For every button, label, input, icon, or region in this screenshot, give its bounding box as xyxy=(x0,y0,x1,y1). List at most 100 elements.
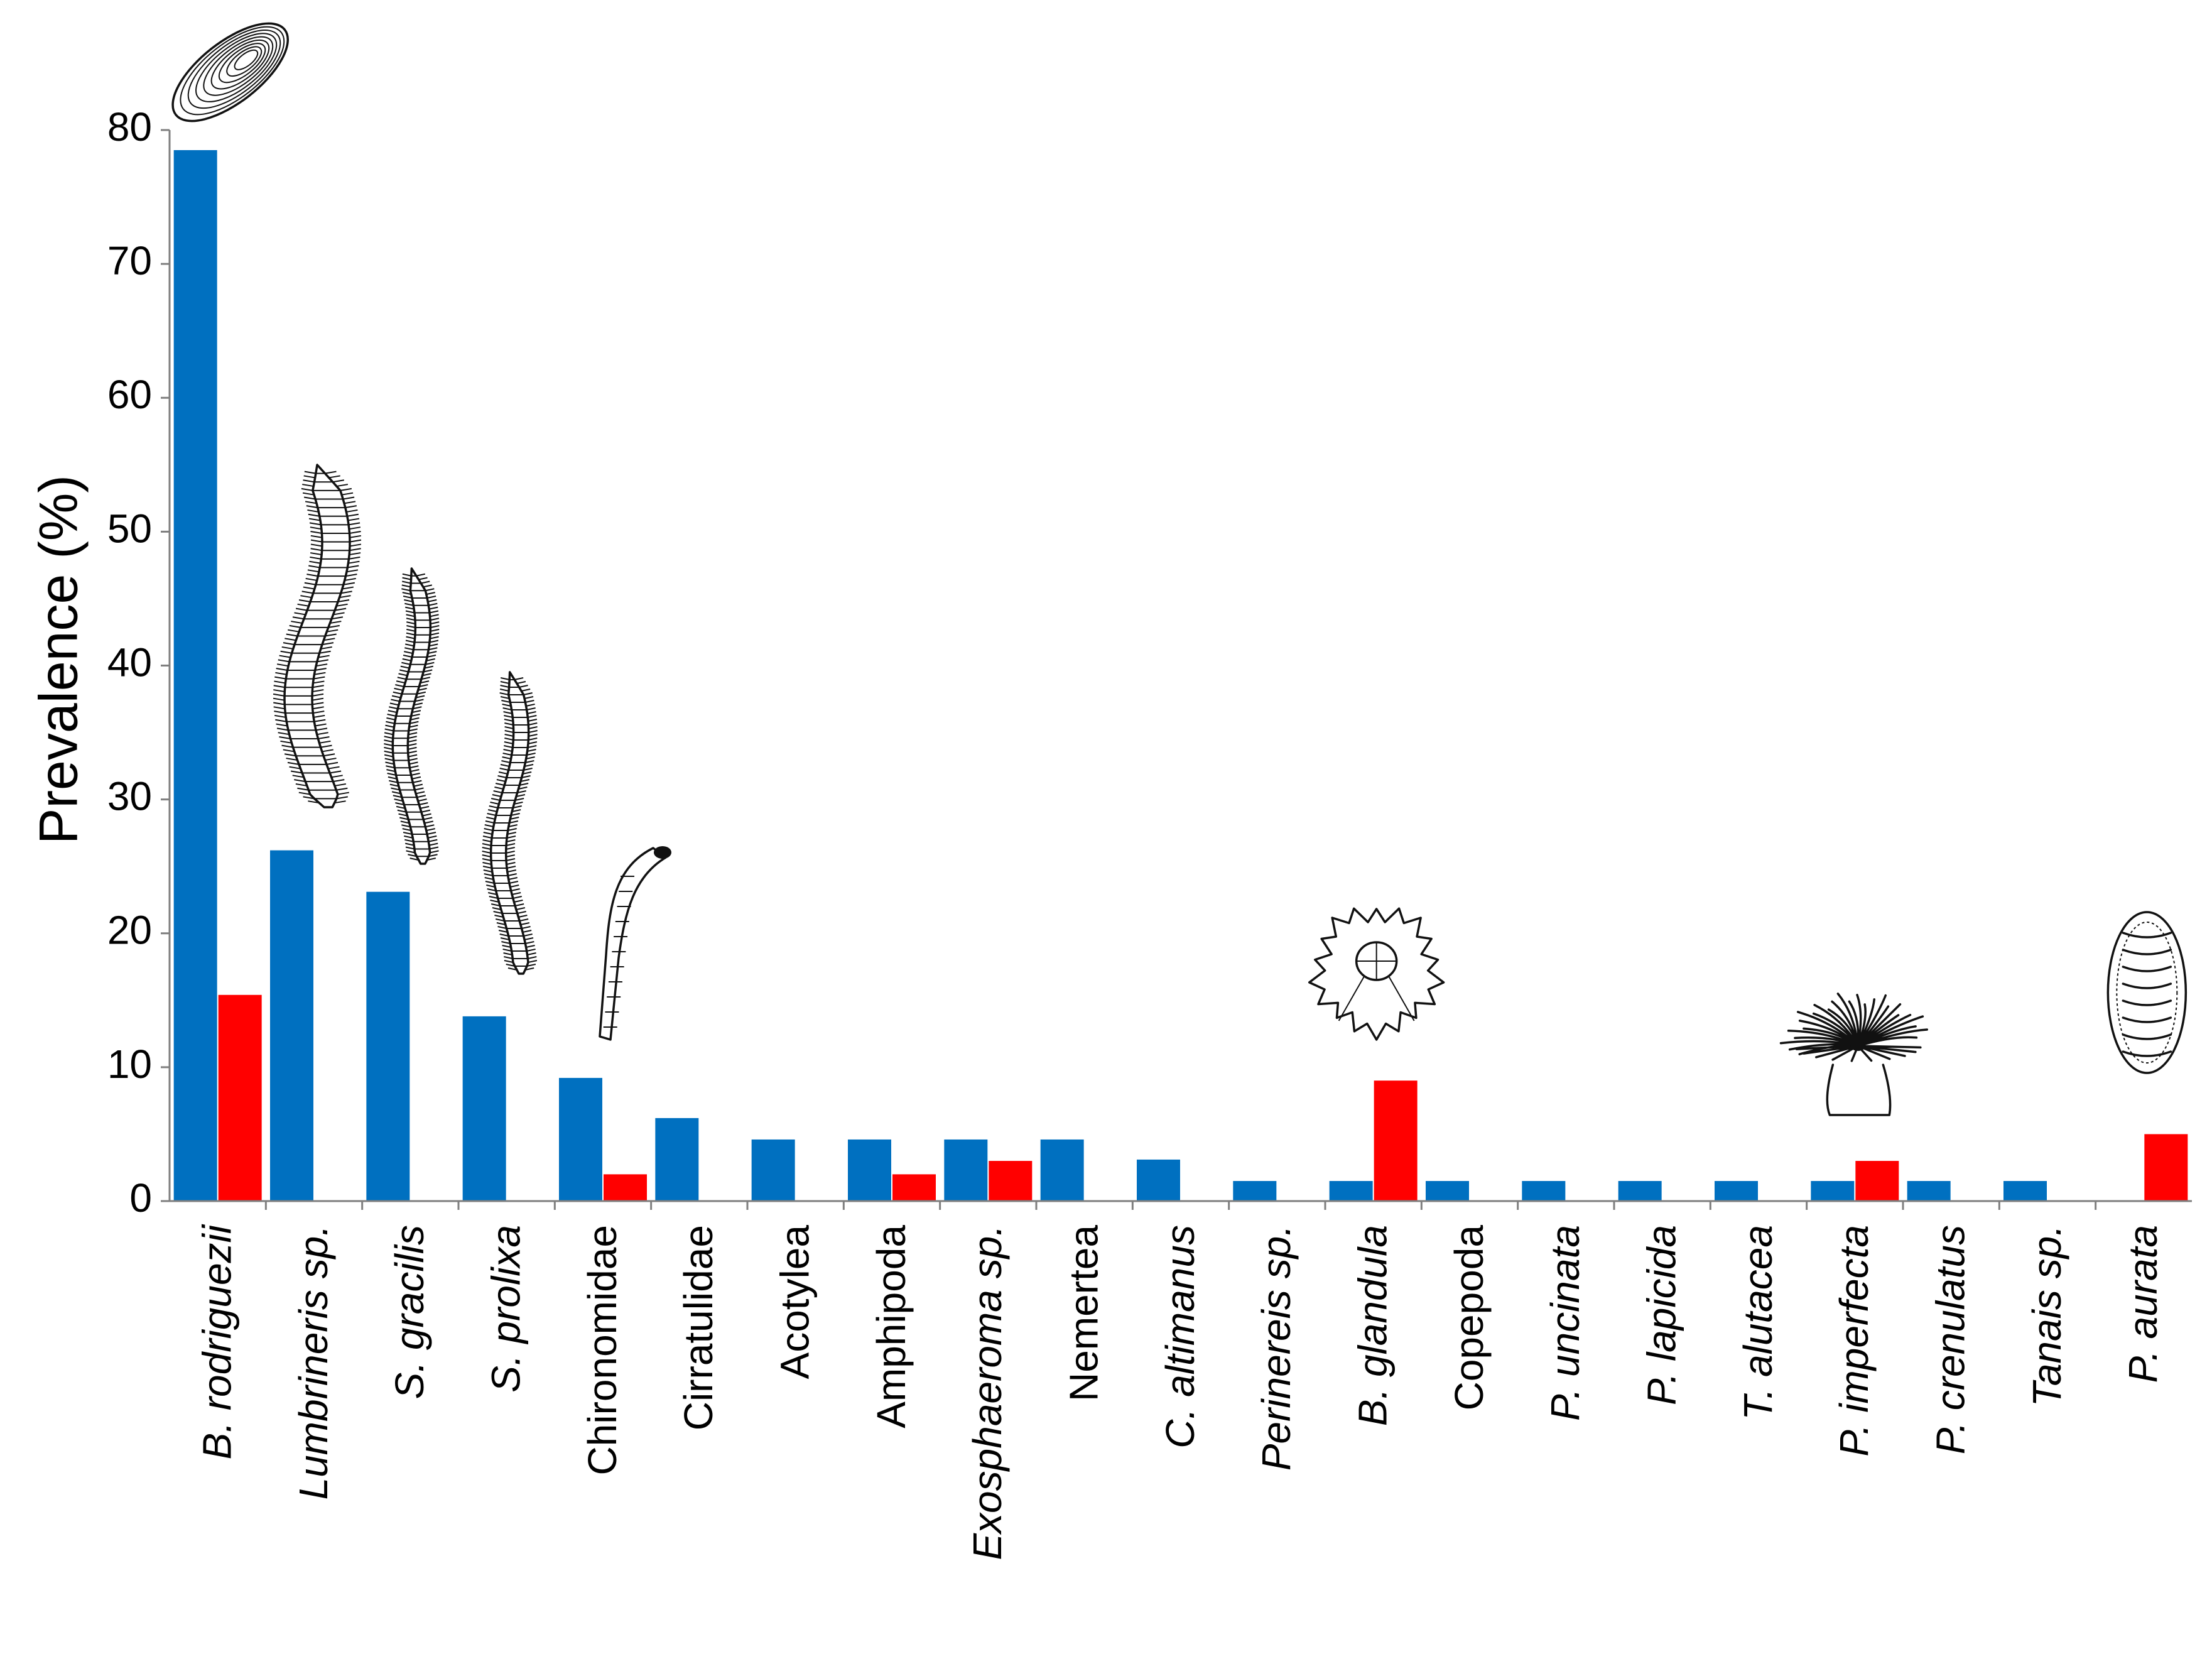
shell-growth-ring xyxy=(195,33,278,102)
red-bar xyxy=(218,994,262,1201)
x-category-label: Perinereis sp. xyxy=(1254,1225,1299,1471)
worm-parapodia xyxy=(384,573,440,861)
x-category-label: Nemertea xyxy=(1061,1225,1107,1401)
blue-bar xyxy=(559,1077,602,1201)
x-category-labels-layer: B. rodriguezii Lumbrineris sp. S. gracilis… xyxy=(195,1224,2166,1560)
blue-bar xyxy=(1522,1181,1566,1201)
x-category-label: C. altimanus xyxy=(1158,1225,1203,1449)
barnacle-outline xyxy=(1308,907,1445,1041)
blue-bar xyxy=(751,1139,795,1201)
x-category-label: T. alutacea xyxy=(1735,1225,1781,1420)
y-tick-label: 80 xyxy=(107,104,152,150)
shell-growth-ring xyxy=(203,36,274,96)
blue-bar xyxy=(2003,1181,2047,1201)
blue-bar xyxy=(1715,1181,1758,1201)
x-category-label: B. rodriguezii xyxy=(195,1224,240,1459)
chiton-plates xyxy=(2122,932,2172,1057)
chironomid-larva-icon xyxy=(599,846,671,1041)
shell-growth-ring xyxy=(234,49,259,70)
worm-body xyxy=(489,671,530,975)
illustrations-layer xyxy=(171,22,2188,1116)
worm-segments xyxy=(491,679,529,967)
blue-bar xyxy=(1811,1181,1855,1201)
y-tick-label: 0 xyxy=(129,1175,152,1221)
blue-bar xyxy=(1040,1139,1084,1201)
x-category-label: S. prolixa xyxy=(484,1225,529,1393)
x-category-label: S. gracilis xyxy=(387,1225,432,1399)
worm-body xyxy=(283,464,351,808)
worm-segments xyxy=(285,472,350,800)
y-tick-label: 50 xyxy=(107,506,152,551)
x-category-label: Copepoda xyxy=(1446,1225,1492,1411)
x-category-label: Tanais sp. xyxy=(2024,1225,2069,1406)
larva-segments xyxy=(603,876,634,1028)
blue-bar xyxy=(944,1139,988,1201)
anemone-tentacles xyxy=(1779,993,1928,1062)
blue-bar xyxy=(848,1139,891,1201)
x-category-label: Acotylea xyxy=(773,1225,818,1379)
blue-bar xyxy=(1329,1181,1373,1201)
x-category-label: Lumbrineris sp. xyxy=(291,1225,336,1500)
x-category-label: P. uncinata xyxy=(1542,1225,1588,1421)
blue-bar xyxy=(270,850,313,1201)
chiton-girdle xyxy=(2106,911,2188,1074)
x-category-label: Amphipoda xyxy=(869,1225,914,1428)
larva-head xyxy=(654,846,671,859)
blue-bar xyxy=(655,1118,699,1201)
polychaete-worm-icon xyxy=(273,464,362,808)
x-category-label: P. aurata xyxy=(2120,1225,2166,1383)
chiton-girdle-inner xyxy=(2116,922,2178,1064)
shell-growth-ring xyxy=(218,43,266,84)
x-category-label: Cirratulidae xyxy=(676,1225,721,1430)
worm-body xyxy=(391,567,432,865)
blue-bar xyxy=(366,891,410,1201)
shell-growth-ring xyxy=(171,22,289,122)
polychaete-worm-icon xyxy=(482,671,538,975)
shell-growth-ring xyxy=(210,39,270,90)
x-category-label: Chironomidae xyxy=(580,1225,625,1475)
x-category-label: P. imperfecta xyxy=(1831,1225,1877,1457)
y-tick-label: 60 xyxy=(107,372,152,417)
y-tick-label: 70 xyxy=(107,238,152,283)
blue-bar xyxy=(1907,1181,1951,1201)
red-bar xyxy=(604,1174,647,1201)
larva-body xyxy=(599,847,667,1041)
x-category-label: Exosphaeroma sp. xyxy=(965,1225,1010,1560)
x-category-label: B. glandula xyxy=(1350,1225,1396,1426)
blue-bar xyxy=(173,150,217,1201)
y-tick-label: 40 xyxy=(107,639,152,685)
red-bar xyxy=(1855,1161,1899,1201)
y-axis-title: Prevalence (%) xyxy=(29,475,89,844)
x-category-label: P. lapicida xyxy=(1639,1225,1684,1405)
red-bar xyxy=(892,1174,936,1201)
shell-growth-ring xyxy=(180,26,285,116)
shell-growth-ring xyxy=(187,30,281,109)
blue-bar xyxy=(462,1016,506,1201)
red-bar xyxy=(1374,1080,1418,1201)
y-tick-label: 20 xyxy=(107,908,152,953)
blue-bar xyxy=(1618,1181,1662,1201)
bars-layer xyxy=(173,150,2188,1201)
red-bar xyxy=(989,1161,1033,1201)
barnacle-icon xyxy=(1308,907,1445,1041)
worm-parapodia xyxy=(482,677,538,971)
mussel-shell-icon xyxy=(171,22,289,122)
blue-bar xyxy=(1426,1181,1469,1201)
blue-bar xyxy=(1137,1159,1180,1201)
blue-bar xyxy=(1233,1181,1277,1201)
y-ticks-layer: 0 10 20 30 40 50 60 70 80 xyxy=(107,104,2097,1221)
anemone-mouth xyxy=(1850,1041,1866,1051)
chiton-icon xyxy=(2106,911,2188,1074)
worm-parapodia xyxy=(273,471,362,804)
worm-segments xyxy=(393,575,431,857)
x-category-label: P. crenulatus xyxy=(1928,1225,1973,1454)
shell-growth-ring xyxy=(226,46,263,77)
red-bar xyxy=(2144,1134,2188,1201)
y-tick-label: 30 xyxy=(107,774,152,819)
sea-anemone-icon xyxy=(1779,993,1928,1116)
y-tick-label: 10 xyxy=(107,1042,152,1087)
anemone-column xyxy=(1826,1064,1892,1116)
polychaete-worm-icon xyxy=(384,567,440,865)
barnacle-plates xyxy=(1338,942,1415,1021)
